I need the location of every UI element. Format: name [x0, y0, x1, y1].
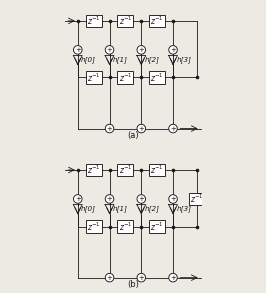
Text: $z^{-1}$: $z^{-1}$ — [150, 164, 164, 176]
Text: +: + — [170, 196, 176, 202]
Text: $z^{-1}$: $z^{-1}$ — [119, 164, 132, 176]
Text: +: + — [75, 47, 81, 53]
Bar — [86, 15, 102, 27]
Circle shape — [169, 273, 177, 282]
Text: $z^{-1}$: $z^{-1}$ — [87, 71, 101, 84]
Bar — [118, 15, 133, 27]
Bar — [118, 71, 133, 84]
Text: $z^{-1}$: $z^{-1}$ — [87, 15, 101, 27]
Text: h[0]: h[0] — [81, 205, 96, 212]
Text: $z^{-1}$: $z^{-1}$ — [119, 71, 132, 84]
Text: $z^{-1}$: $z^{-1}$ — [119, 220, 132, 233]
Text: $z^{-1}$: $z^{-1}$ — [150, 71, 164, 84]
Text: (a): (a) — [127, 131, 139, 139]
Text: h[1]: h[1] — [113, 56, 128, 63]
Circle shape — [105, 273, 114, 282]
Text: $z^{-1}$: $z^{-1}$ — [87, 220, 101, 233]
Bar — [149, 71, 165, 84]
Bar — [86, 164, 102, 176]
Text: +: + — [75, 196, 81, 202]
Text: +: + — [138, 126, 144, 132]
Text: +: + — [170, 275, 176, 281]
Text: +: + — [107, 196, 113, 202]
Bar — [149, 221, 165, 233]
Circle shape — [73, 195, 82, 203]
Circle shape — [137, 195, 146, 203]
Bar — [86, 71, 102, 84]
Text: $z^{-1}$: $z^{-1}$ — [150, 220, 164, 233]
Text: $z^{-1}$: $z^{-1}$ — [119, 15, 132, 27]
Circle shape — [105, 46, 114, 54]
Text: h[0]: h[0] — [81, 56, 96, 63]
Text: $z^{-1}$: $z^{-1}$ — [150, 15, 164, 27]
Bar — [189, 193, 205, 205]
Text: +: + — [170, 47, 176, 53]
Circle shape — [137, 273, 146, 282]
Circle shape — [169, 46, 177, 54]
Bar — [149, 15, 165, 27]
Text: +: + — [138, 196, 144, 202]
Text: +: + — [170, 126, 176, 132]
Circle shape — [169, 195, 177, 203]
Text: $z^{-1}$: $z^{-1}$ — [190, 193, 203, 205]
Circle shape — [105, 124, 114, 133]
Text: +: + — [138, 47, 144, 53]
Text: +: + — [107, 275, 113, 281]
Text: +: + — [107, 47, 113, 53]
Text: (b): (b) — [127, 280, 139, 289]
Bar — [149, 164, 165, 176]
Text: h[2]: h[2] — [145, 205, 160, 212]
Circle shape — [169, 124, 177, 133]
Bar — [118, 164, 133, 176]
Circle shape — [137, 124, 146, 133]
Circle shape — [137, 46, 146, 54]
Text: h[1]: h[1] — [113, 205, 128, 212]
Bar — [86, 221, 102, 233]
Bar — [118, 221, 133, 233]
Text: +: + — [138, 275, 144, 281]
Text: $z^{-1}$: $z^{-1}$ — [87, 164, 101, 176]
Circle shape — [73, 46, 82, 54]
Text: +: + — [107, 126, 113, 132]
Text: h[3]: h[3] — [176, 205, 192, 212]
Text: h[3]: h[3] — [176, 56, 192, 63]
Circle shape — [105, 195, 114, 203]
Text: h[2]: h[2] — [145, 56, 160, 63]
